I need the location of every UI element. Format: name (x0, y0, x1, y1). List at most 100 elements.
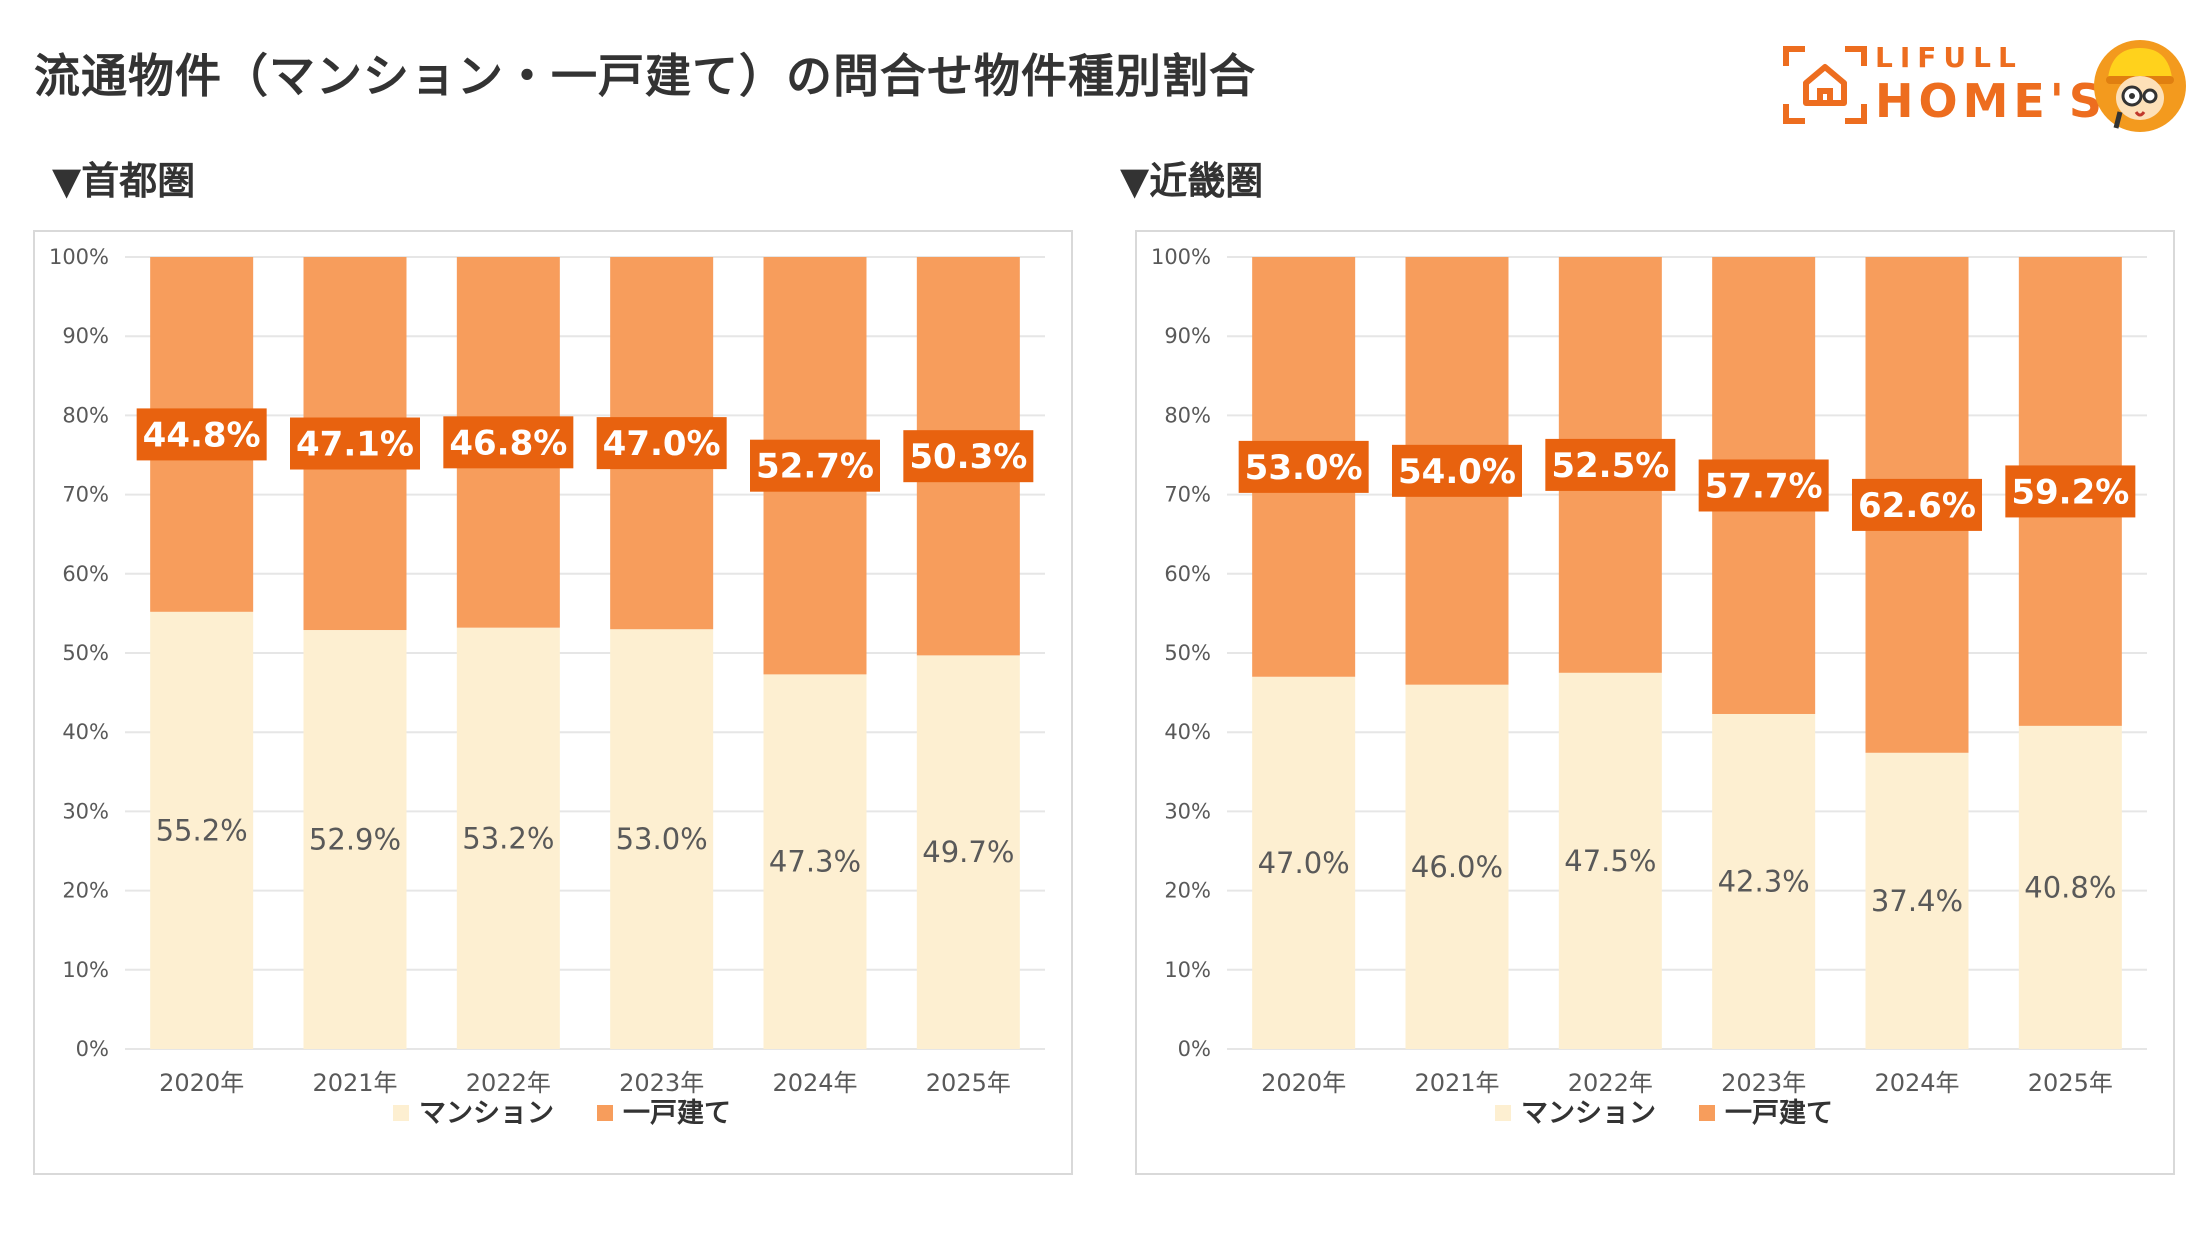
data-label-mansion: 47.3% (769, 845, 861, 879)
y-tick-label: 20% (62, 879, 109, 903)
bar-mansion (2018, 725, 2122, 1049)
logo-line1: LIFULL (1875, 41, 2023, 74)
data-label-mansion: 55.2% (156, 813, 248, 847)
chart-kinki: 0% 10% 20% 30% 40% 50% 60% 70% 80% 90% 100% 47.0% 53… (1135, 230, 2175, 1175)
data-label-house: 52.5% (1551, 446, 1669, 486)
legend-swatch-mansion (1495, 1105, 1511, 1121)
data-label-house: 62.6% (1858, 486, 1976, 526)
bar-mansion (1252, 676, 1356, 1049)
x-tick-label: 2022年 (466, 1069, 551, 1097)
y-tick-label: 50% (1164, 641, 1211, 665)
bar-mansion (916, 655, 1020, 1049)
data-label-box-house (1852, 478, 1982, 531)
y-tick-label: 10% (62, 958, 109, 982)
y-tick-label: 0% (76, 1037, 109, 1061)
bar-mansion (303, 630, 407, 1049)
y-tick-label: 100% (49, 245, 109, 269)
data-label-box-house (903, 430, 1034, 483)
y-tick-label: 10% (1164, 958, 1211, 982)
data-label-box-house (596, 417, 727, 470)
bar-mansion (456, 627, 560, 1049)
data-label-box-house (1698, 459, 1829, 512)
x-tick-label: 2020年 (159, 1069, 244, 1097)
x-tick-label: 2021年 (312, 1069, 397, 1097)
data-label-house: 44.8% (143, 415, 261, 455)
data-label-house: 47.0% (603, 424, 721, 464)
y-tick-label: 100% (1151, 245, 1211, 269)
y-tick-label: 40% (1164, 720, 1211, 744)
x-tick-label: 2021年 (1414, 1069, 1499, 1097)
data-label-box-house (1392, 444, 1522, 497)
bar-mansion (1712, 713, 1816, 1049)
data-label-house: 53.0% (1245, 448, 1363, 488)
y-tick-label: 90% (1164, 324, 1211, 348)
y-tick-label: 30% (1164, 799, 1211, 823)
stacked-bar-chart-kinki: 0% 10% 20% 30% 40% 50% 60% 70% 80% 90% 100% 47.0% 53… (1151, 245, 2147, 1129)
data-label-mansion: 53.0% (616, 822, 708, 856)
bar-mansion (1405, 684, 1509, 1049)
data-label-house: 52.7% (756, 447, 874, 487)
stacked-bar-chart-shutoken: 0% 10% 20% 30% 40% 50% 60% 70% 80% 90% 100% 55.2% 44… (49, 245, 1045, 1129)
y-tick-label: 40% (62, 720, 109, 744)
data-label-mansion: 52.9% (309, 823, 401, 857)
y-tick-label: 60% (1164, 562, 1211, 586)
x-tick-label: 2020年 (1261, 1069, 1346, 1097)
legend-label-mansion: マンション (419, 1098, 554, 1129)
y-tick-label: 70% (1164, 483, 1211, 507)
chart-shutoken: 0% 10% 20% 30% 40% 50% 60% 70% 80% 90% 100% 55.2% 44… (33, 230, 1073, 1175)
x-tick-label: 2022年 (1568, 1069, 1653, 1097)
legend-label-house: 一戸建て (623, 1098, 731, 1129)
data-label-house: 57.7% (1705, 466, 1823, 506)
legend-label-mansion: マンション (1521, 1098, 1656, 1129)
bar-mansion (150, 611, 254, 1049)
data-label-box-house (1545, 438, 1676, 491)
x-tick-label: 2023年 (619, 1069, 704, 1097)
data-label-mansion: 46.0% (1411, 850, 1503, 884)
y-tick-label: 80% (1164, 403, 1211, 427)
bar-mansion (1865, 752, 1969, 1049)
x-tick-label: 2023年 (1721, 1069, 1806, 1097)
data-label-box-house (290, 417, 420, 470)
house-frame-icon (1783, 46, 1867, 124)
data-label-mansion: 53.2% (462, 821, 554, 855)
data-label-box-house (136, 408, 267, 461)
logo-line2: HOME'S (1875, 74, 2108, 128)
y-tick-label: 80% (62, 403, 109, 427)
y-tick-label: 50% (62, 641, 109, 665)
data-label-box-house (750, 439, 880, 492)
page-title: 流通物件（マンション・一戸建て）の問合せ物件種別割合 (34, 49, 1256, 103)
bar-mansion (1558, 672, 1662, 1049)
x-tick-label: 2024年 (1874, 1069, 1959, 1097)
data-label-mansion: 49.7% (922, 835, 1014, 869)
data-label-box-house (2005, 465, 2136, 518)
logo-wordmark: LIFULL HOME'S (1875, 41, 2108, 128)
data-label-mansion: 47.0% (1258, 846, 1350, 880)
legend-swatch-house (1699, 1105, 1715, 1121)
y-tick-label: 70% (62, 483, 109, 507)
x-tick-label: 2025年 (2028, 1069, 2113, 1097)
data-label-house: 46.8% (449, 423, 567, 463)
data-label-mansion: 42.3% (1718, 864, 1810, 898)
data-label-mansion: 47.5% (1564, 844, 1656, 878)
chart-title-kinki: ▼近畿圏 (1120, 159, 1264, 203)
x-tick-label: 2025年 (926, 1069, 1011, 1097)
data-label-box-house (443, 416, 574, 469)
data-label-house: 54.0% (1398, 452, 1516, 492)
y-tick-label: 90% (62, 324, 109, 348)
bar-mansion (610, 629, 714, 1049)
legend-label-house: 一戸建て (1725, 1098, 1833, 1129)
data-label-mansion: 37.4% (1871, 884, 1963, 918)
y-tick-label: 0% (1178, 1037, 1211, 1061)
legend-swatch-house (597, 1105, 613, 1121)
data-label-house: 59.2% (2011, 472, 2129, 512)
chart-title-shutoken: ▼首都圏 (52, 159, 196, 203)
x-tick-label: 2024年 (772, 1069, 857, 1097)
y-tick-label: 20% (1164, 879, 1211, 903)
data-label-house: 50.3% (909, 437, 1027, 477)
mascot-icon (2094, 40, 2186, 132)
data-label-box-house (1238, 440, 1369, 493)
data-label-mansion: 40.8% (2024, 870, 2116, 904)
bar-mansion (763, 674, 867, 1049)
y-tick-label: 30% (62, 799, 109, 823)
legend-swatch-mansion (393, 1105, 409, 1121)
